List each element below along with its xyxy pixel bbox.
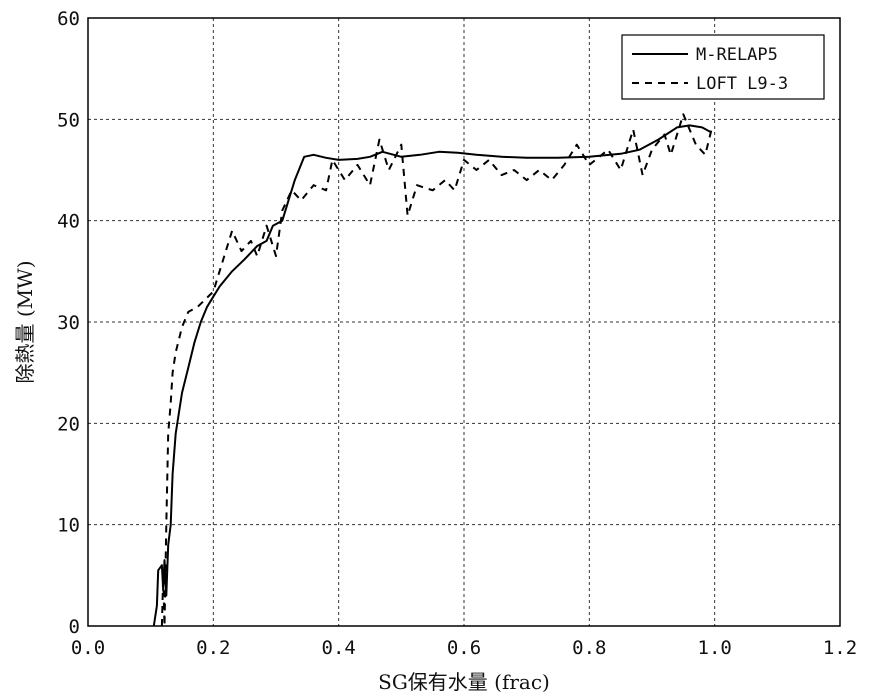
y-tick-label: 20 <box>57 413 80 435</box>
legend-label-m-relap5: M-RELAP5 <box>696 45 778 65</box>
y-axis-title: 除熱量 (MW) <box>13 261 37 384</box>
series-line-loft-l9-3 <box>162 114 712 626</box>
x-tick-label: 0.4 <box>322 637 356 659</box>
legend: M-RELAP5 LOFT L9-3 <box>622 35 824 99</box>
y-tick-label: 0 <box>69 616 80 638</box>
y-tick-label: 30 <box>57 312 80 334</box>
x-tick-label: 1.0 <box>698 637 732 659</box>
y-tick-label: 60 <box>57 8 80 30</box>
x-tick-label: 0.2 <box>196 637 230 659</box>
series-line-m-relap5 <box>154 125 712 626</box>
y-tick-labels: 0 10 20 30 40 50 60 <box>57 8 80 638</box>
y-tick-label: 50 <box>57 109 80 131</box>
series-group <box>154 114 712 626</box>
y-tick-label: 10 <box>57 515 80 537</box>
x-axis-title: SG保有水量 (frac) <box>378 670 550 694</box>
x-tick-label: 0.8 <box>572 637 606 659</box>
legend-label-loft: LOFT L9-3 <box>696 74 788 94</box>
y-tick-label: 40 <box>57 211 80 233</box>
x-tick-label: 0.0 <box>71 637 105 659</box>
x-tick-label: 0.6 <box>447 637 481 659</box>
x-tick-label: 1.2 <box>823 637 857 659</box>
x-tick-labels: 0.0 0.2 0.4 0.6 0.8 1.0 1.2 <box>71 637 857 659</box>
